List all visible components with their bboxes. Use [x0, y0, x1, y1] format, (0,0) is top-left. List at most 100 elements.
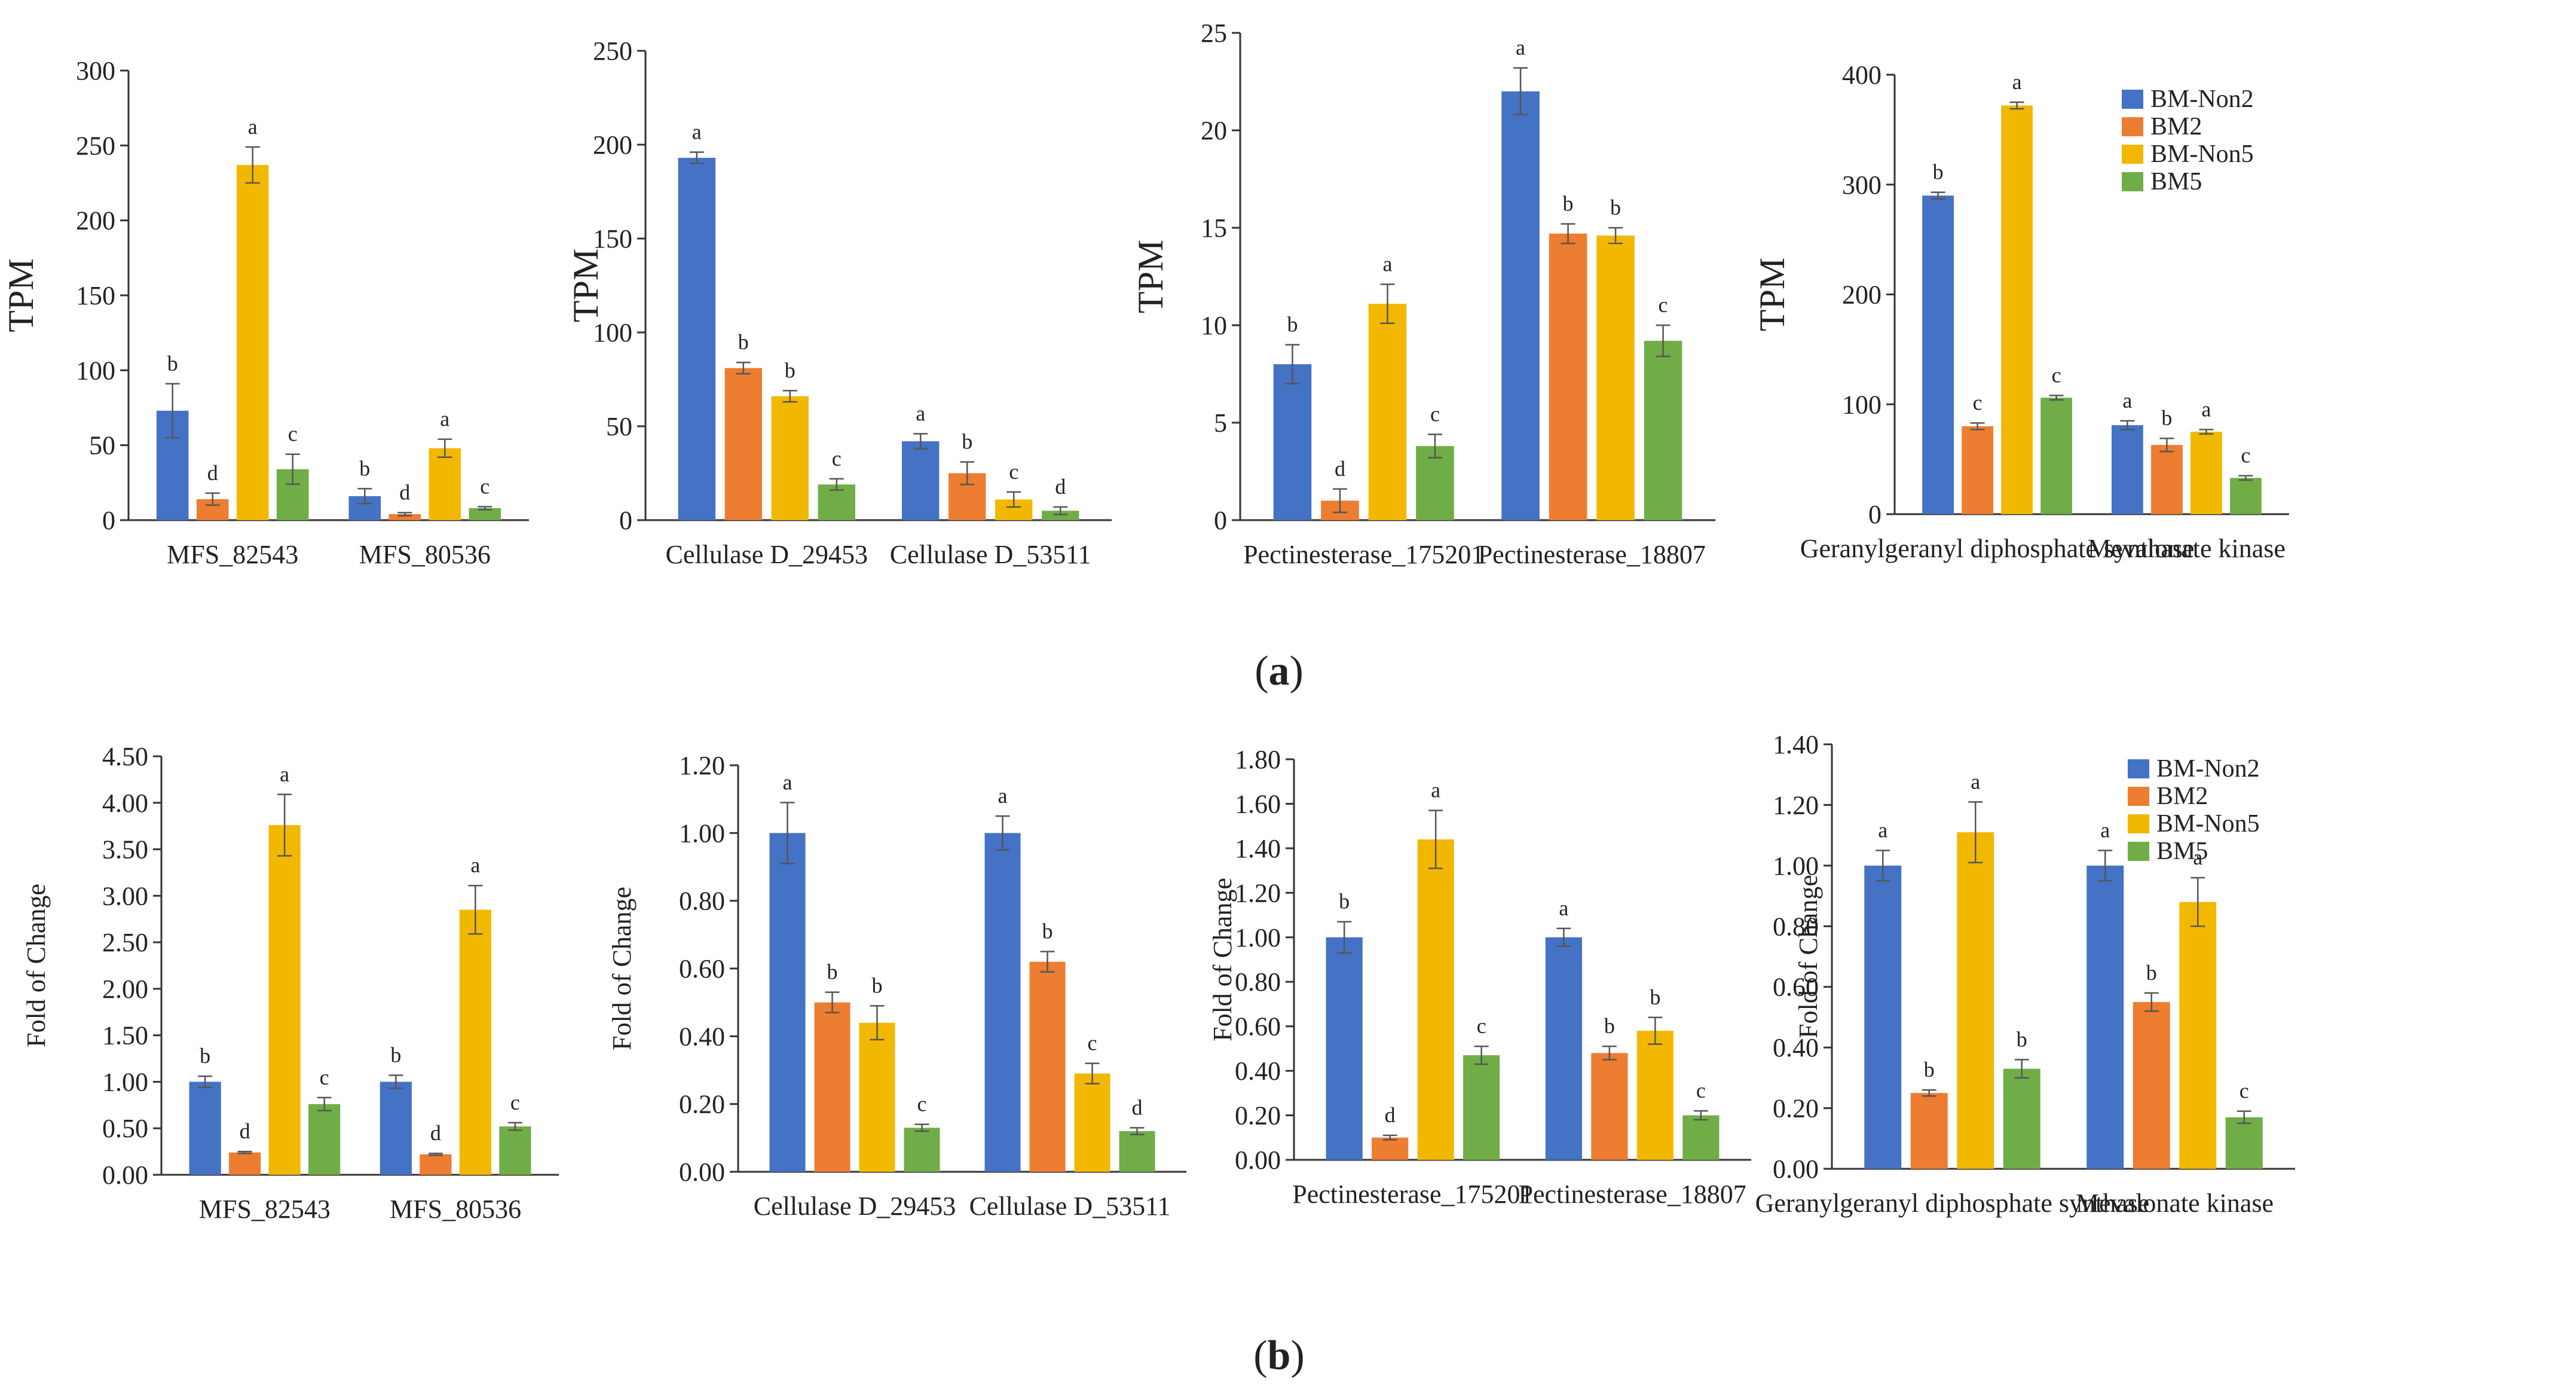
significance-letter: c — [320, 1065, 329, 1089]
bar-bm5 — [308, 1104, 341, 1175]
significance-letter: b — [827, 960, 838, 984]
y-tick-label: 150 — [76, 281, 115, 310]
bar-bm5 — [1042, 511, 1079, 520]
y-tick-label: 250 — [593, 36, 632, 66]
bar-bm-non2 — [678, 157, 715, 521]
bar-bm5 — [2003, 1068, 2040, 1169]
significance-letter: c — [2241, 444, 2250, 468]
y-axis-title: TPM — [1752, 258, 1792, 331]
bar-bm-non5 — [2190, 432, 2222, 514]
y-tick-label: 0.00 — [1773, 1154, 1819, 1184]
category-label: Mevalonate kinase — [2076, 1189, 2274, 1218]
bar-bm2 — [388, 514, 421, 520]
significance-letter: c — [2240, 1079, 2249, 1103]
significance-letter: a — [2201, 398, 2211, 421]
legend-label: BM5 — [2156, 838, 2208, 865]
y-tick-label: 3.50 — [102, 835, 148, 864]
legend-label: BM2 — [2150, 113, 2202, 140]
significance-letter: d — [1335, 457, 1345, 481]
y-tick-label: 1.00 — [1773, 851, 1819, 881]
bar-bm5 — [2230, 478, 2262, 514]
bar-bm2 — [1029, 961, 1066, 1172]
bar-bm-non2 — [984, 833, 1021, 1172]
y-tick-label: 1.20 — [1235, 878, 1281, 908]
category-label: Pectinesterase_18807 — [1478, 540, 1706, 569]
legend-swatch — [2122, 90, 2143, 109]
y-tick-label: 100 — [1842, 390, 1881, 419]
y-tick-label: 0.60 — [1773, 973, 1819, 1002]
bar-bm-non5 — [1636, 1031, 1674, 1160]
bar-bm2 — [2151, 445, 2183, 514]
bar-bm-non2 — [1545, 937, 1582, 1160]
significance-letter: a — [2012, 70, 2022, 94]
significance-letter: d — [240, 1119, 250, 1143]
bar-bm5 — [469, 508, 501, 520]
bar-bm2 — [814, 1002, 850, 1172]
y-axis-title: Fold of Change — [607, 887, 637, 1050]
significance-letter: d — [1055, 475, 1066, 499]
y-tick-label: 0.80 — [679, 887, 725, 916]
significance-letter: d — [1132, 1095, 1143, 1119]
y-tick-label: 50 — [606, 412, 632, 441]
y-axis-title: TPM — [1131, 240, 1170, 313]
legend-swatch — [2128, 787, 2149, 806]
legend-label: BM-Non2 — [2156, 755, 2260, 783]
chart-panel-a-2: 0 50 100 150 200 250 TPM a b b c Cellulase D_29453 a… — [566, 36, 1112, 569]
y-tick-label: 100 — [76, 356, 115, 385]
bar-bm2 — [1910, 1093, 1948, 1169]
bar-bm-non5 — [1417, 839, 1454, 1160]
y-tick-label: 1.20 — [1773, 790, 1819, 820]
bar-bm-non2 — [902, 441, 940, 520]
legend-label: BM-Non5 — [2150, 140, 2254, 168]
chart-panel-b-2: 0.00 0.20 0.40 0.60 0.80 1.00 1.20 Fold of Chan… — [607, 751, 1186, 1221]
bar-bm-non5 — [2001, 105, 2033, 514]
legend-swatch — [2128, 842, 2149, 861]
significance-letter: c — [1088, 1031, 1097, 1055]
y-axis-title: Fold of Change — [22, 884, 51, 1047]
significance-letter: b — [200, 1044, 210, 1068]
y-tick-label: 0.00 — [679, 1157, 725, 1187]
significance-letter: c — [1009, 460, 1018, 484]
y-tick-label: 0.60 — [1235, 1012, 1281, 1041]
y-tick-label: 1.00 — [679, 818, 725, 848]
y-tick-label: 0 — [619, 506, 632, 535]
significance-letter: a — [1559, 896, 1568, 920]
y-tick-label: 100 — [593, 318, 632, 347]
y-tick-label: 0.20 — [1235, 1101, 1281, 1131]
category-label: Pectinesterase_175201 — [1292, 1180, 1533, 1209]
chart-panel-a-4: 0 100 200 300 400 TPM b c a c Geranylgeranyl dipho… — [1752, 60, 2289, 563]
y-tick-label: 20 — [1201, 116, 1227, 145]
category-label: Pectinesterase_18807 — [1518, 1180, 1746, 1209]
significance-letter: a — [783, 770, 793, 794]
y-tick-label: 400 — [1842, 60, 1881, 90]
bar-bm5 — [1463, 1055, 1500, 1160]
y-tick-label: 1.40 — [1773, 730, 1819, 759]
significance-letter: a — [248, 115, 258, 139]
y-tick-label: 15 — [1201, 213, 1227, 243]
significance-letter: b — [167, 352, 178, 375]
panel-label-a: (a) — [1255, 648, 1304, 694]
significance-letter: c — [1430, 402, 1440, 426]
bar-bm-non2 — [1864, 865, 1902, 1169]
significance-letter: b — [1287, 313, 1298, 337]
y-tick-label: 0.40 — [679, 1022, 725, 1051]
significance-letter: b — [1339, 890, 1350, 914]
bar-bm-non5 — [268, 825, 301, 1175]
y-tick-label: 4.50 — [102, 742, 148, 771]
significance-letter: b — [1042, 919, 1053, 943]
y-tick-label: 200 — [76, 206, 115, 236]
significance-letter: b — [1924, 1058, 1935, 1082]
y-tick-label: 3.00 — [102, 881, 148, 911]
significance-letter: b — [390, 1043, 401, 1067]
y-tick-label: 0.60 — [679, 954, 725, 983]
y-tick-label: 0.40 — [1235, 1056, 1281, 1086]
bar-bm5 — [2225, 1117, 2263, 1169]
y-tick-label: 0.40 — [1773, 1033, 1819, 1062]
significance-letter: d — [430, 1121, 441, 1145]
significance-letter: d — [1385, 1103, 1396, 1127]
bar-bm-non5 — [1596, 236, 1635, 520]
significance-letter: b — [1933, 160, 1944, 184]
category-label: Pectinesterase_175201 — [1243, 540, 1484, 569]
significance-letter: d — [207, 461, 218, 485]
